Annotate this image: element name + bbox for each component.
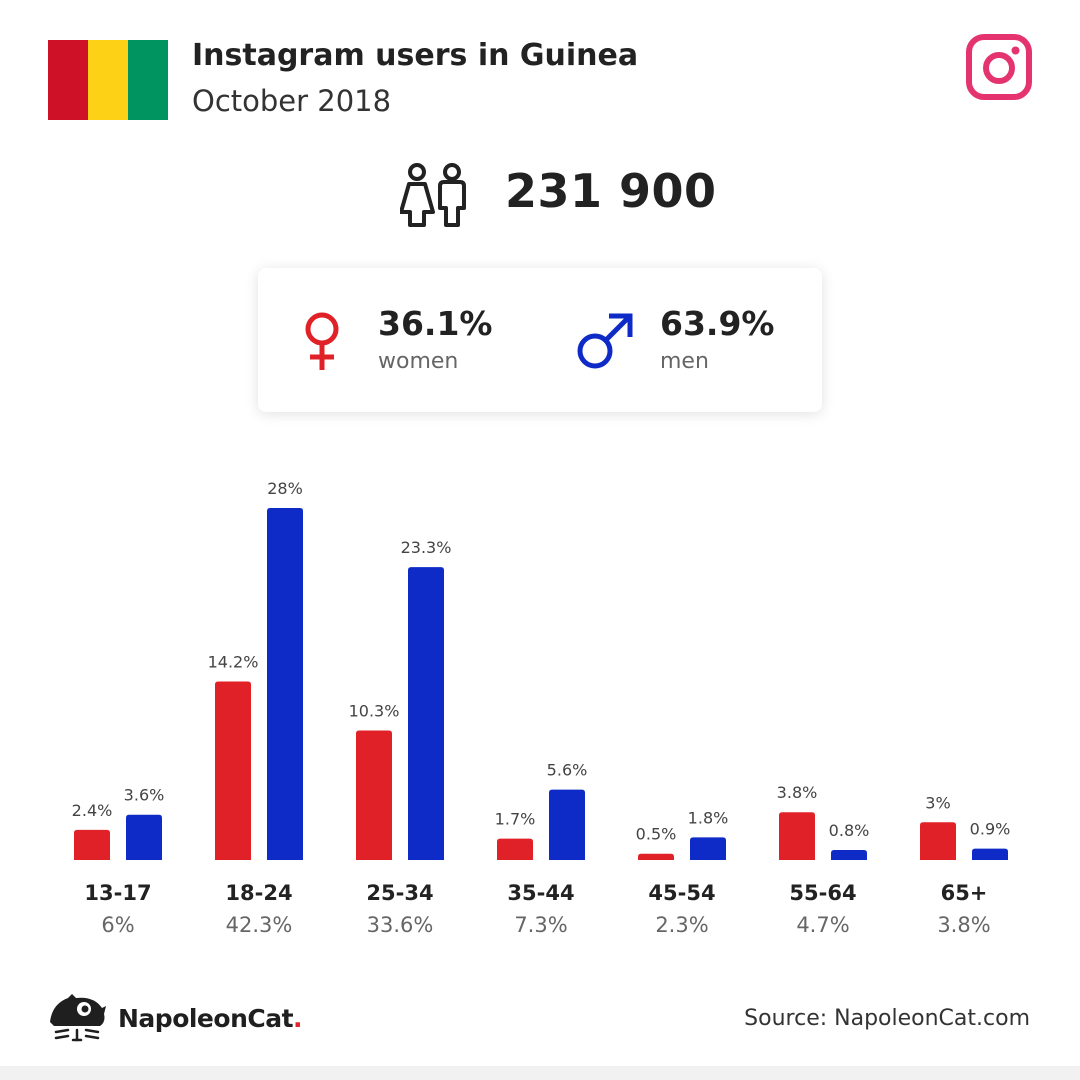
bar-women-45-54 bbox=[638, 853, 674, 860]
bar-label-men-45-54: 1.8% bbox=[688, 808, 729, 827]
bar-label-women-13-17: 2.4% bbox=[72, 801, 113, 820]
page-subtitle: October 2018 bbox=[192, 84, 392, 118]
women-label: women bbox=[378, 349, 459, 374]
category-total-25-34: 33.6% bbox=[367, 913, 434, 937]
bar-label-men-13-17: 3.6% bbox=[124, 786, 165, 805]
female-symbol-icon bbox=[305, 312, 339, 370]
napoleoncat-logo-icon bbox=[50, 994, 106, 1042]
footer-strip bbox=[0, 1066, 1080, 1080]
bar-men-65+ bbox=[972, 848, 1008, 860]
bar-label-women-55-64: 3.8% bbox=[777, 783, 818, 802]
brand-name: NapoleonCat. bbox=[118, 1004, 303, 1033]
male-symbol-icon bbox=[577, 313, 633, 369]
bar-label-men-65+: 0.9% bbox=[970, 820, 1011, 839]
gender-split-card: 36.1% women 63.9% men bbox=[258, 268, 822, 412]
bar-label-women-65+: 3% bbox=[925, 793, 950, 812]
category-total-18-24: 42.3% bbox=[226, 913, 293, 937]
bar-women-55-64 bbox=[779, 812, 815, 860]
bar-label-men-55-64: 0.8% bbox=[829, 821, 870, 840]
bar-women-65+ bbox=[920, 822, 956, 860]
bar-men-25-34 bbox=[408, 567, 444, 860]
men-percentage: 63.9% bbox=[660, 304, 775, 343]
bar-label-women-35-44: 1.7% bbox=[495, 810, 536, 829]
flag-stripe-yellow bbox=[88, 40, 128, 120]
category-label-45-54: 45-54 bbox=[648, 881, 715, 905]
category-total-55-64: 4.7% bbox=[796, 913, 849, 937]
source-note: Source: NapoleonCat.com bbox=[744, 1006, 1030, 1031]
bar-label-women-18-24: 14.2% bbox=[208, 652, 259, 671]
category-label-13-17: 13-17 bbox=[84, 881, 151, 905]
bar-women-35-44 bbox=[497, 838, 533, 860]
category-total-13-17: 6% bbox=[101, 913, 134, 937]
bar-label-men-35-44: 5.6% bbox=[547, 761, 588, 780]
bar-men-13-17 bbox=[126, 814, 162, 860]
bar-women-25-34 bbox=[356, 730, 392, 860]
category-label-35-44: 35-44 bbox=[507, 881, 574, 905]
page-title: Instagram users in Guinea bbox=[192, 38, 639, 73]
bar-men-45-54 bbox=[690, 837, 726, 860]
bar-women-13-17 bbox=[74, 829, 110, 860]
bar-men-55-64 bbox=[831, 849, 867, 860]
instagram-icon bbox=[966, 34, 1032, 100]
category-total-65+: 3.8% bbox=[937, 913, 990, 937]
flag-stripe-green bbox=[128, 40, 168, 120]
category-label-65+: 65+ bbox=[941, 881, 988, 905]
men-label: men bbox=[660, 349, 709, 374]
flag-stripe-red bbox=[48, 40, 88, 120]
bar-label-women-45-54: 0.5% bbox=[636, 825, 677, 844]
bar-label-women-25-34: 10.3% bbox=[349, 702, 400, 721]
category-label-18-24: 18-24 bbox=[225, 881, 292, 905]
bar-men-18-24 bbox=[267, 508, 303, 860]
women-percentage: 36.1% bbox=[378, 304, 493, 343]
category-label-25-34: 25-34 bbox=[366, 881, 433, 905]
bar-label-men-25-34: 23.3% bbox=[401, 538, 452, 557]
bar-men-35-44 bbox=[549, 789, 585, 860]
users-icon bbox=[400, 163, 466, 227]
bar-women-18-24 bbox=[215, 681, 251, 860]
category-total-35-44: 7.3% bbox=[514, 913, 567, 937]
category-label-55-64: 55-64 bbox=[789, 881, 856, 905]
category-total-45-54: 2.3% bbox=[655, 913, 708, 937]
total-users-count: 231 900 bbox=[505, 164, 717, 218]
flag-of-guinea bbox=[48, 40, 168, 120]
bar-label-men-18-24: 28% bbox=[267, 479, 303, 498]
